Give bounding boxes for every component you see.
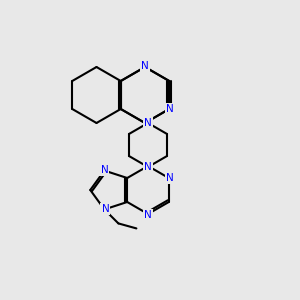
- Text: N: N: [100, 165, 108, 175]
- Text: N: N: [167, 104, 174, 114]
- Text: N: N: [166, 173, 174, 183]
- Text: N: N: [144, 118, 152, 128]
- Text: N: N: [101, 204, 109, 214]
- Text: N: N: [144, 210, 152, 220]
- Text: N: N: [144, 162, 152, 172]
- Text: N: N: [141, 61, 149, 71]
